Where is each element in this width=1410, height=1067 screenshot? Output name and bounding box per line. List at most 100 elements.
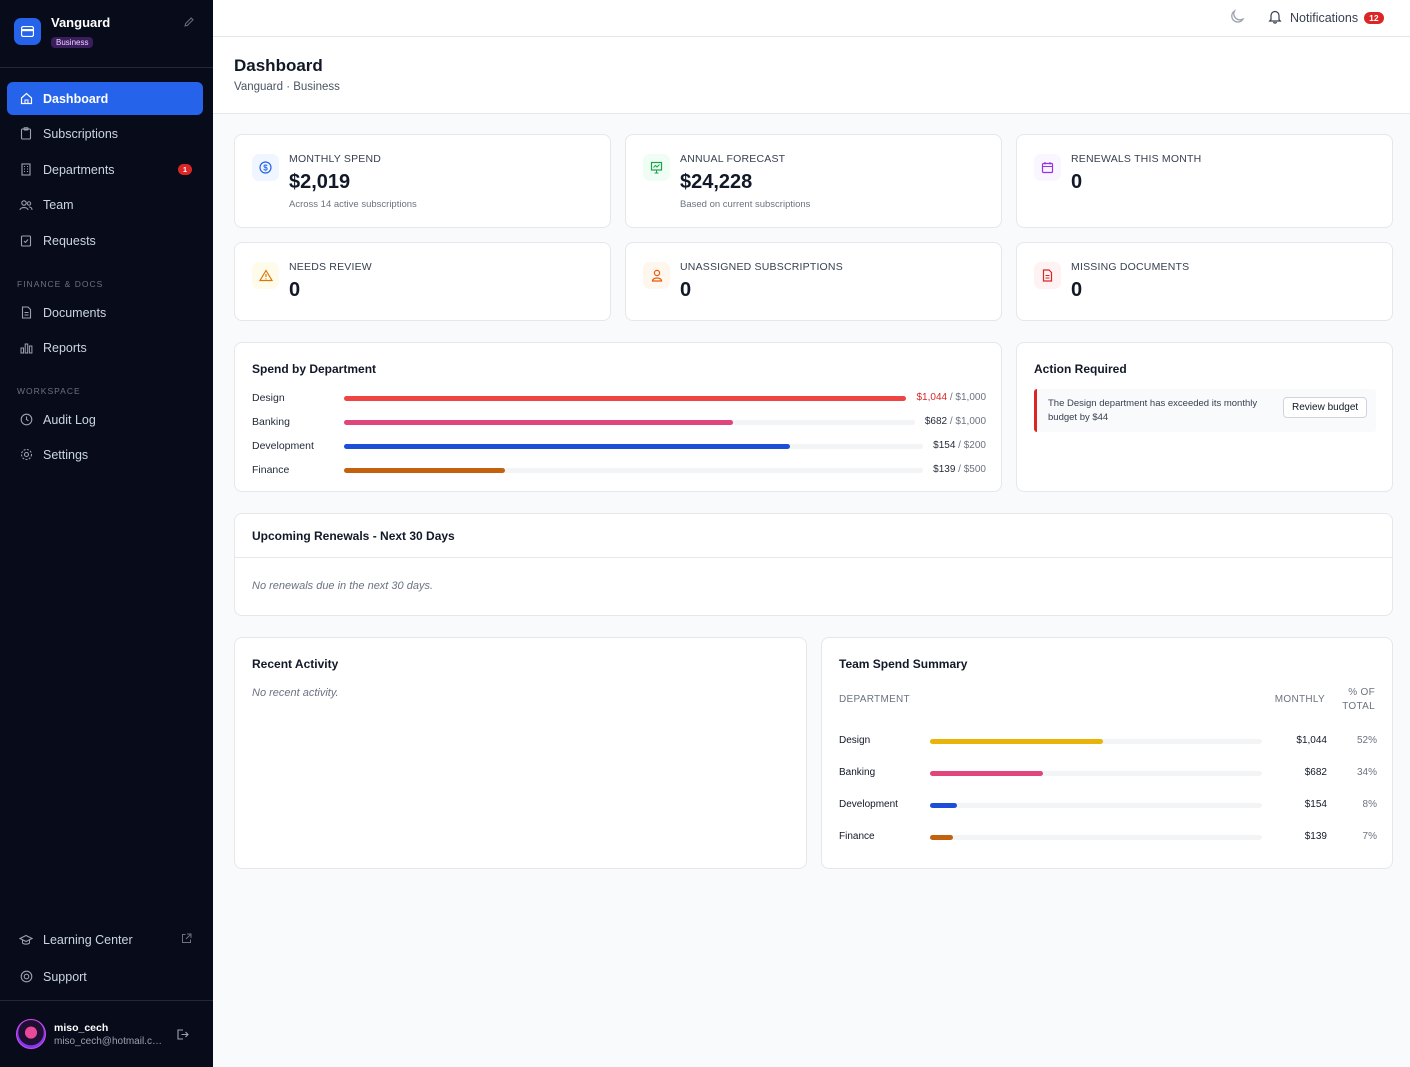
sidebar-divider [0, 1000, 213, 1001]
department-amount: $154 / $200 [933, 440, 986, 451]
department-amount: $1,044 / $1,000 [916, 392, 986, 403]
stat-value: 0 [1071, 279, 1083, 301]
card-title: Recent Activity [252, 657, 339, 671]
nav-item-team[interactable]: Team [7, 188, 203, 221]
department-amount: $139 / $500 [933, 464, 986, 475]
card-title: Action Required [1034, 362, 1127, 376]
nav-section-workspace: WORKSPACE [17, 386, 81, 396]
nav-item-learning-center[interactable]: Learning Center [7, 923, 203, 956]
share-bar-fill [930, 739, 1103, 744]
warning-icon [252, 262, 279, 289]
bar-chart-icon [19, 341, 33, 355]
logout-icon[interactable] [176, 1028, 189, 1046]
stat-card-missing-documents: MISSING DOCUMENTS 0 [1016, 242, 1393, 321]
document-icon [19, 306, 33, 320]
stat-value: 0 [289, 279, 301, 301]
svg-text:$: $ [263, 163, 268, 172]
table-row: Development $154 8% [839, 799, 1377, 813]
document-icon [1034, 262, 1061, 289]
department-row: Development $154 / $200 [252, 440, 986, 454]
department-name: Finance [839, 831, 875, 842]
stat-subtext: Across 14 active subscriptions [289, 199, 417, 210]
percent-of-total: 7% [1362, 831, 1377, 842]
department-name: Banking [252, 416, 290, 428]
clipboard-check-icon [19, 234, 33, 248]
nav-item-documents[interactable]: Documents [7, 296, 203, 329]
page-header: Dashboard Vanguard · Business [213, 37, 1410, 114]
nav-section-finance: FINANCE & DOCS [17, 279, 104, 289]
progress-fill [344, 420, 733, 425]
percent-of-total: 8% [1362, 799, 1377, 810]
nav-item-requests[interactable]: Requests [7, 224, 203, 257]
dollar-icon: $ [252, 154, 279, 181]
stat-label: NEEDS REVIEW [289, 261, 372, 273]
stat-label: ANNUAL FORECAST [680, 153, 786, 165]
department-name: Design [839, 735, 871, 746]
card-divider [235, 557, 1392, 558]
spent-amount: $139 [933, 464, 956, 475]
departments-count-badge: 1 [178, 164, 192, 175]
nav-label: Team [43, 197, 74, 212]
user-icon [643, 262, 670, 289]
calendar-icon [1034, 154, 1061, 181]
sidebar: Vanguard Business Dashboard Subscription… [0, 0, 213, 1067]
review-budget-button[interactable]: Review budget [1283, 397, 1368, 418]
home-icon [19, 92, 33, 106]
pencil-icon[interactable] [183, 15, 195, 33]
column-header-pct-line2: TOTAL [1342, 701, 1375, 712]
upcoming-renewals-card: Upcoming Renewals - Next 30 Days No rene… [234, 513, 1393, 616]
percent-of-total: 52% [1356, 735, 1377, 746]
monthly-amount: $682 [1304, 767, 1327, 778]
column-header-department: DEPARTMENT [839, 694, 910, 705]
notifications-button[interactable]: Notifications 12 [1268, 9, 1384, 27]
moon-icon[interactable] [1229, 8, 1246, 30]
budget-limit: / $1,000 [947, 392, 986, 403]
stat-card-renewals: RENEWALS THIS MONTH 0 [1016, 134, 1393, 228]
department-row: Finance $139 / $500 [252, 464, 986, 478]
card-title: Team Spend Summary [839, 657, 968, 671]
alert-message: The Design department has exceeded its m… [1048, 398, 1258, 423]
progress-fill [344, 468, 505, 473]
department-name: Development [252, 440, 314, 452]
building-icon [19, 163, 33, 177]
presentation-chart-icon [643, 154, 670, 181]
graduation-cap-icon [19, 933, 33, 947]
share-bar-track [930, 771, 1262, 776]
department-name: Finance [252, 464, 290, 476]
nav-item-subscriptions[interactable]: Subscriptions [7, 117, 203, 150]
topbar [213, 0, 1410, 37]
nav-item-settings[interactable]: Settings [7, 438, 203, 471]
spent-amount: $682 [924, 416, 948, 427]
stat-value: $24,228 [680, 171, 753, 193]
wallet-icon [14, 18, 41, 45]
avatar[interactable] [16, 1019, 46, 1049]
department-name: Banking [839, 767, 876, 778]
user-email: miso_cech@hotmail.com [54, 1036, 162, 1047]
nav-label: Dashboard [43, 91, 109, 106]
department-name: Design [252, 392, 285, 404]
plan-badge: Business [51, 37, 94, 48]
nav-label: Subscriptions [43, 126, 119, 141]
department-row: Design $1,044 / $1,000 [252, 392, 986, 406]
empty-state: No renewals due in the next 30 days. [252, 580, 434, 592]
progress-track [344, 396, 906, 401]
monthly-amount: $139 [1304, 831, 1327, 842]
budget-limit: / $1,000 [947, 416, 986, 427]
table-row: Finance $139 7% [839, 831, 1377, 845]
stat-card-monthly-spend: $ MONTHLY SPEND $2,019 Across 14 active … [234, 134, 611, 228]
gear-icon [19, 448, 33, 462]
monthly-amount: $154 [1304, 799, 1327, 810]
empty-state: No recent activity. [252, 687, 339, 699]
stat-label: RENEWALS THIS MONTH [1071, 153, 1202, 165]
nav-item-audit-log[interactable]: Audit Log [7, 403, 203, 436]
clock-icon [19, 413, 33, 427]
nav-label: Departments [43, 162, 115, 177]
stat-value: $2,019 [289, 171, 351, 193]
workspace-name: Vanguard [51, 15, 111, 30]
nav-label: Support [43, 969, 87, 984]
budget-limit: / $200 [955, 440, 986, 451]
nav-item-dashboard[interactable]: Dashboard [7, 82, 203, 115]
nav-item-reports[interactable]: Reports [7, 331, 203, 364]
nav-item-support[interactable]: Support [7, 960, 203, 993]
nav-item-departments[interactable]: Departments 1 [7, 153, 203, 186]
